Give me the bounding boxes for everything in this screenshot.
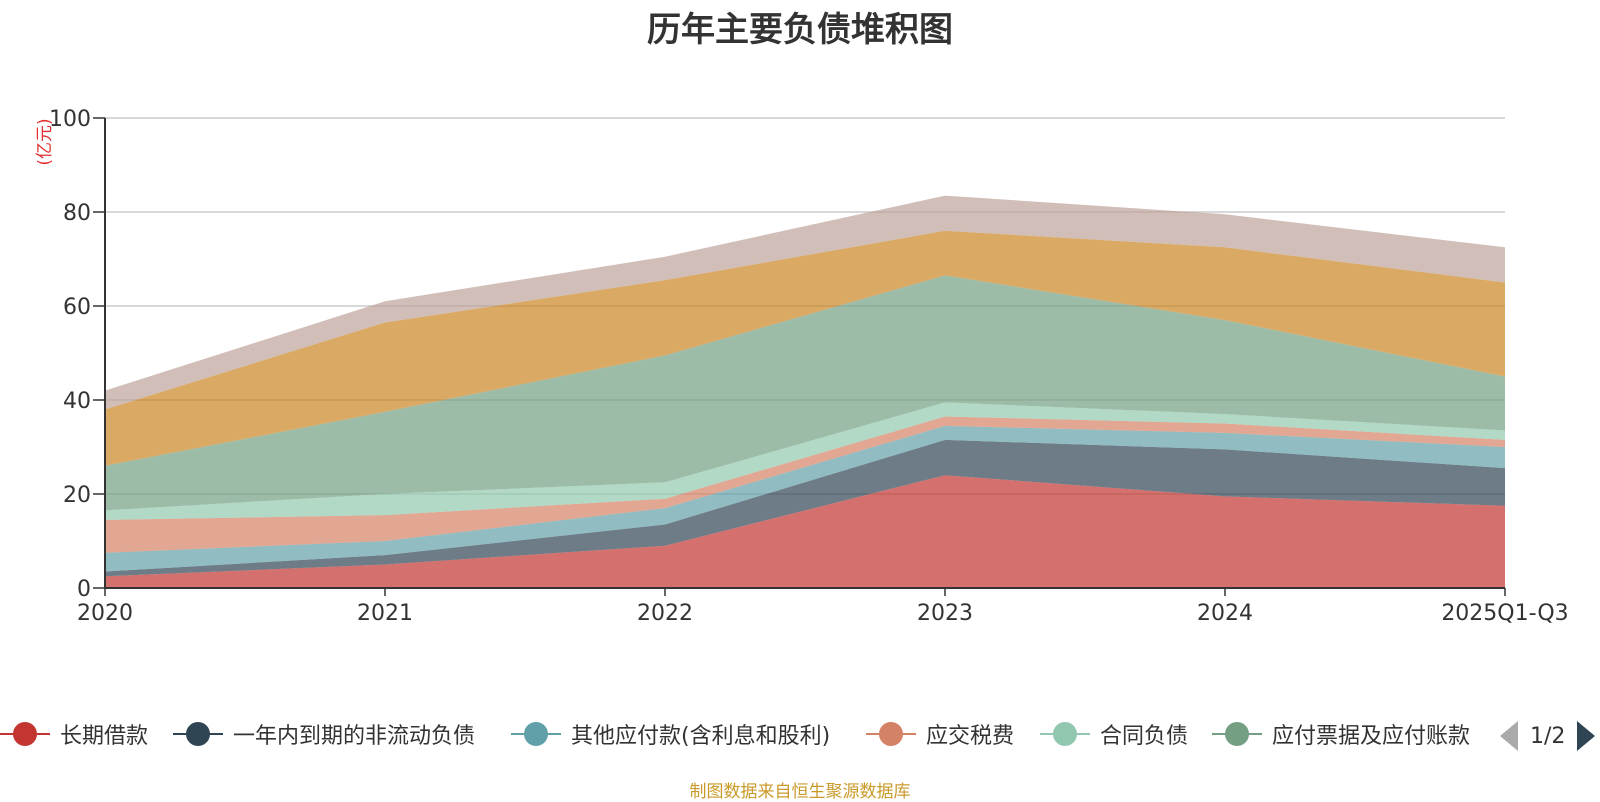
source-note: 制图数据来自恒生聚源数据库 bbox=[689, 782, 911, 802]
legend-pager: 1/2 bbox=[1500, 718, 1596, 754]
x-tick-label: 2023 bbox=[917, 601, 973, 626]
y-tick-label: 40 bbox=[63, 389, 91, 414]
x-tick-label: 2022 bbox=[637, 601, 693, 626]
legend-label: 其他应付款(含利息和股利) bbox=[571, 724, 831, 749]
y-tick-label: 60 bbox=[63, 295, 91, 320]
legend: 长期借款 一年内到期的非流动负债 其他应付款(含利息和股利) 应交税费 合同负债 应付票据… bbox=[0, 718, 1600, 758]
area-series-7 bbox=[105, 230, 1505, 466]
legend-prev-page-button[interactable] bbox=[1500, 721, 1518, 751]
legend-item[interactable]: 一年内到期的非流动负债 bbox=[173, 718, 475, 750]
legend-marker-icon bbox=[511, 719, 561, 749]
legend-label: 应付票据及应付账款 bbox=[1272, 724, 1471, 749]
legend-next-page-button[interactable] bbox=[1577, 721, 1596, 751]
y-tick-label: 0 bbox=[77, 577, 91, 602]
chart-title: 历年主要负债堆积图 bbox=[647, 10, 953, 50]
legend-marker-icon bbox=[866, 719, 916, 749]
area-series-3 bbox=[105, 425, 1505, 572]
legend-item[interactable]: 长期借款 bbox=[0, 718, 148, 750]
area-series-1 bbox=[105, 475, 1505, 588]
legend-label: 长期借款 bbox=[60, 724, 149, 749]
area-series-8 bbox=[105, 195, 1505, 410]
area-series-4 bbox=[105, 416, 1505, 553]
y-tick-label: 20 bbox=[63, 483, 91, 508]
x-tick-label: 2025Q1-Q3 bbox=[1441, 601, 1568, 626]
legend-page-indicator: 1/2 bbox=[1530, 723, 1566, 749]
x-tick-label: 2024 bbox=[1197, 601, 1253, 626]
legend-label: 一年内到期的非流动负债 bbox=[233, 724, 476, 749]
legend-marker-icon bbox=[1212, 719, 1262, 749]
legend-marker-icon bbox=[173, 719, 223, 749]
legend-label: 合同负债 bbox=[1100, 724, 1189, 749]
legend-marker-icon bbox=[1040, 719, 1090, 749]
legend-label: 应交税费 bbox=[926, 724, 1015, 749]
y-tick-label: 100 bbox=[49, 107, 91, 132]
legend-item[interactable]: 合同负债 bbox=[1040, 718, 1188, 750]
legend-marker-icon bbox=[0, 719, 50, 749]
legend-item[interactable]: 应付票据及应付账款 bbox=[1212, 718, 1470, 750]
legend-item[interactable]: 其他应付款(含利息和股利) bbox=[511, 718, 830, 750]
area-series-2 bbox=[105, 439, 1505, 577]
legend-item[interactable]: 应交税费 bbox=[866, 718, 1014, 750]
y-axis-unit-label: (亿元) bbox=[35, 118, 55, 165]
x-tick-label: 2020 bbox=[77, 601, 133, 626]
area-series-5 bbox=[105, 402, 1505, 520]
x-tick-label: 2021 bbox=[357, 601, 413, 626]
area-series-6 bbox=[105, 275, 1505, 511]
y-tick-label: 80 bbox=[63, 201, 91, 226]
